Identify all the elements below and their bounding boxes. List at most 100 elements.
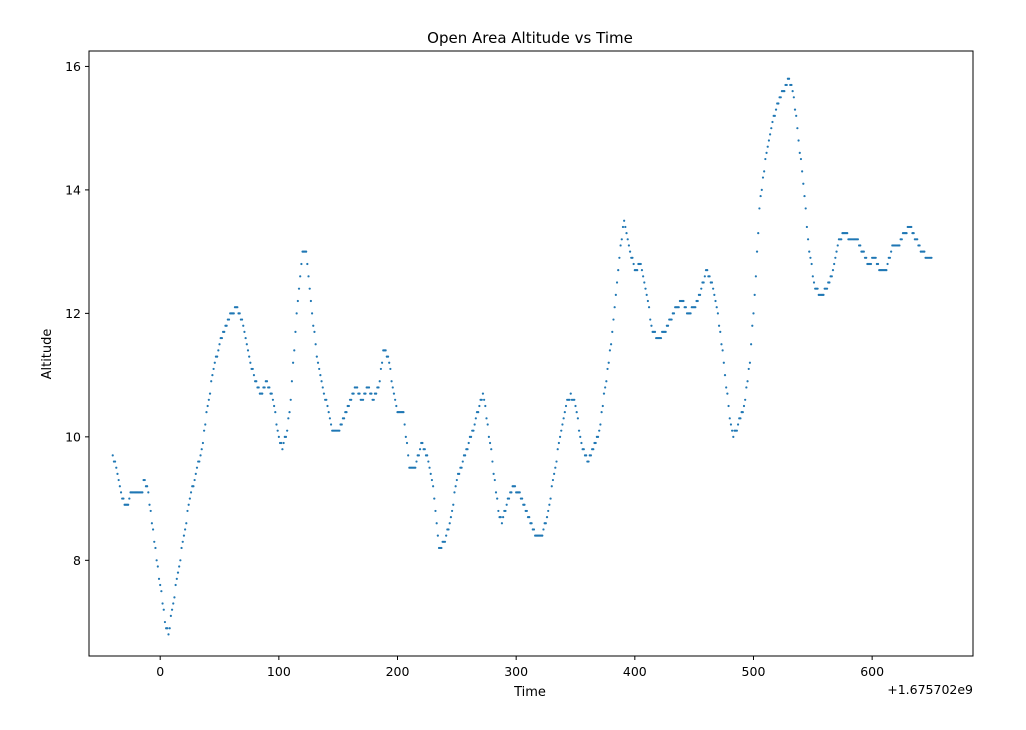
data-point	[834, 256, 837, 259]
data-point	[122, 497, 125, 500]
data-point	[767, 139, 771, 142]
data-point	[587, 460, 590, 463]
data-point	[744, 398, 747, 401]
data-point	[338, 429, 341, 432]
data-point	[589, 454, 593, 457]
x-tick-label: 100	[267, 664, 291, 679]
data-point	[118, 485, 121, 488]
data-point	[796, 127, 799, 130]
data-point	[271, 398, 275, 401]
data-point	[532, 528, 536, 531]
data-point	[910, 225, 913, 229]
data-point	[421, 441, 424, 445]
data-point	[265, 380, 269, 383]
data-point	[210, 380, 213, 383]
data-point	[483, 398, 486, 401]
data-point	[426, 454, 429, 457]
data-point	[554, 466, 557, 469]
x-tick-label: 500	[742, 664, 766, 679]
data-point	[151, 528, 155, 531]
data-point	[288, 411, 291, 414]
data-point	[263, 386, 266, 389]
data-point	[619, 244, 622, 247]
data-point	[430, 478, 434, 482]
data-point	[766, 145, 769, 148]
y-tick-label: 10	[65, 429, 81, 444]
data-point	[513, 485, 517, 488]
data-point	[624, 225, 627, 229]
data-point	[186, 509, 189, 513]
data-point	[185, 522, 188, 525]
data-point	[564, 404, 568, 408]
data-point	[492, 472, 495, 475]
data-point	[741, 411, 744, 414]
data-point	[162, 608, 165, 611]
y-tick-label: 16	[65, 59, 81, 74]
data-point	[729, 423, 733, 426]
x-axis-label: Time	[513, 685, 546, 700]
data-point	[607, 361, 610, 364]
data-point	[544, 522, 547, 525]
data-point	[390, 380, 393, 383]
data-point	[900, 238, 903, 241]
data-point	[764, 157, 767, 161]
data-point	[777, 102, 780, 105]
x-tick-label: 300	[504, 664, 528, 679]
data-point	[478, 404, 481, 408]
data-point	[828, 281, 831, 284]
data-point	[618, 256, 621, 259]
data-point	[613, 306, 616, 309]
data-point	[614, 293, 617, 296]
data-point	[726, 392, 729, 395]
data-point	[289, 398, 292, 401]
data-point	[703, 275, 706, 278]
data-point	[521, 497, 524, 500]
data-point	[550, 485, 553, 488]
x-tick-label: 0	[156, 664, 164, 679]
data-point	[485, 417, 488, 420]
y-axis-label: Altitude	[40, 329, 55, 380]
data-point	[242, 324, 245, 327]
data-point	[143, 478, 146, 482]
data-point	[455, 478, 458, 482]
data-point	[395, 404, 398, 408]
data-point	[806, 238, 810, 241]
data-point	[682, 299, 685, 303]
data-point	[636, 269, 639, 272]
data-point	[580, 441, 583, 445]
data-point	[714, 299, 717, 303]
data-point	[720, 343, 723, 346]
data-point	[647, 306, 651, 309]
data-point	[157, 577, 161, 580]
data-point	[715, 306, 718, 309]
data-point	[284, 435, 288, 438]
data-point	[491, 460, 494, 463]
data-point	[276, 429, 279, 432]
data-point	[528, 516, 531, 519]
data-point	[325, 398, 328, 401]
data-point	[731, 429, 734, 432]
data-point	[328, 417, 331, 420]
data-point	[677, 306, 680, 309]
data-point	[576, 417, 579, 420]
data-point	[650, 324, 653, 327]
data-point	[211, 374, 214, 377]
data-point	[555, 460, 558, 463]
data-point	[594, 441, 597, 445]
data-point	[274, 411, 277, 414]
data-point	[481, 392, 485, 395]
data-point	[181, 540, 184, 543]
data-point	[415, 460, 418, 463]
data-points	[111, 77, 933, 636]
data-point	[710, 281, 714, 284]
data-point	[345, 411, 348, 414]
data-point	[293, 349, 296, 352]
data-point	[147, 491, 150, 494]
data-point	[207, 398, 210, 401]
data-point	[523, 503, 526, 506]
data-point	[798, 151, 801, 154]
data-point	[553, 472, 556, 475]
data-point	[372, 398, 375, 401]
data-point	[758, 207, 761, 210]
data-point	[525, 509, 528, 513]
